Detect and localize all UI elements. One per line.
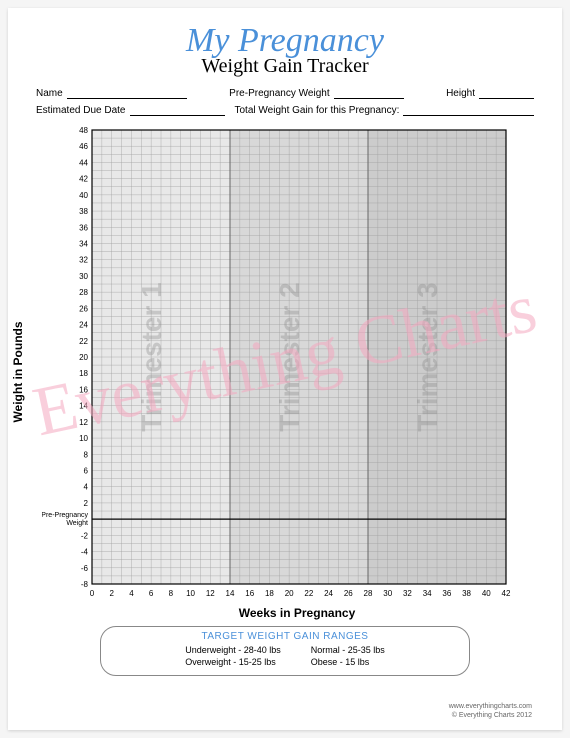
svg-text:Weight: Weight <box>66 520 88 527</box>
svg-text:10: 10 <box>186 589 195 598</box>
svg-text:14: 14 <box>226 589 235 598</box>
title-script: My Pregnancy <box>36 26 534 57</box>
height-input-line[interactable] <box>479 88 534 99</box>
svg-text:10: 10 <box>79 434 88 443</box>
svg-text:Pre-Pregnancy: Pre-Pregnancy <box>42 512 88 519</box>
svg-text:4: 4 <box>129 589 134 598</box>
svg-text:26: 26 <box>79 304 88 313</box>
svg-text:18: 18 <box>265 589 274 598</box>
svg-text:Trimester 2: Trimester 2 <box>274 282 305 431</box>
name-label: Name <box>36 88 63 99</box>
svg-text:32: 32 <box>79 255 88 264</box>
svg-text:16: 16 <box>79 385 88 394</box>
legend-overweight: Overweight - 15-25 lbs <box>185 656 281 669</box>
svg-text:-2: -2 <box>81 531 89 540</box>
svg-text:40: 40 <box>482 589 491 598</box>
svg-text:20: 20 <box>285 589 294 598</box>
svg-text:34: 34 <box>79 239 88 248</box>
svg-text:24: 24 <box>324 589 333 598</box>
svg-text:8: 8 <box>84 450 89 459</box>
svg-text:30: 30 <box>383 589 392 598</box>
svg-text:20: 20 <box>79 353 88 362</box>
svg-text:42: 42 <box>79 174 88 183</box>
footer: www.everythingcharts.com © Everything Ch… <box>449 703 532 720</box>
svg-text:2: 2 <box>109 589 114 598</box>
svg-text:Trimester 3: Trimester 3 <box>412 282 443 431</box>
svg-text:44: 44 <box>79 158 88 167</box>
svg-text:38: 38 <box>462 589 471 598</box>
svg-text:26: 26 <box>344 589 353 598</box>
svg-text:6: 6 <box>84 466 89 475</box>
svg-text:34: 34 <box>423 589 432 598</box>
svg-text:36: 36 <box>442 589 451 598</box>
svg-text:18: 18 <box>79 369 88 378</box>
name-input-line[interactable] <box>67 88 187 99</box>
legend-box: TARGET WEIGHT GAIN RANGES Underweight - … <box>100 626 470 676</box>
svg-text:-8: -8 <box>81 580 89 589</box>
svg-text:22: 22 <box>79 336 88 345</box>
svg-text:2: 2 <box>84 499 89 508</box>
svg-text:14: 14 <box>79 401 88 410</box>
prepreg-label: Pre-Pregnancy Weight <box>229 88 329 99</box>
x-axis-label: Weeks in Pregnancy <box>82 606 512 620</box>
footer-copyright: © Everything Charts 2012 <box>449 712 532 720</box>
prepreg-input-line[interactable] <box>334 88 404 99</box>
svg-text:30: 30 <box>79 272 88 281</box>
height-field: Height <box>446 88 534 99</box>
form-fields: Name Pre-Pregnancy Weight Height Estimat… <box>36 88 534 116</box>
due-label: Estimated Due Date <box>36 105 126 116</box>
svg-text:40: 40 <box>79 190 88 199</box>
total-gain-field: Total Weight Gain for this Pregnancy: <box>235 105 535 116</box>
height-label: Height <box>446 88 475 99</box>
svg-text:-6: -6 <box>81 563 89 572</box>
y-axis-label: Weight in Pounds <box>11 321 25 422</box>
prepreg-weight-field: Pre-Pregnancy Weight <box>229 88 403 99</box>
legend-underweight: Underweight - 28-40 lbs <box>185 644 281 657</box>
svg-text:16: 16 <box>245 589 254 598</box>
svg-text:28: 28 <box>364 589 373 598</box>
legend-normal: Normal - 25-35 lbs <box>311 644 385 657</box>
svg-text:28: 28 <box>79 288 88 297</box>
svg-text:38: 38 <box>79 207 88 216</box>
total-input-line[interactable] <box>403 105 534 116</box>
svg-text:46: 46 <box>79 142 88 151</box>
total-label: Total Weight Gain for this Pregnancy: <box>235 105 400 116</box>
footer-url: www.everythingcharts.com <box>449 703 532 711</box>
chart-container: Weight in Pounds -8-6-4-2246810121416182… <box>42 124 512 620</box>
svg-text:32: 32 <box>403 589 412 598</box>
name-field: Name <box>36 88 187 99</box>
svg-text:0: 0 <box>90 589 95 598</box>
legend-title: TARGET WEIGHT GAIN RANGES <box>111 631 459 642</box>
tracker-page: My Pregnancy Weight Gain Tracker Name Pr… <box>8 8 562 730</box>
svg-text:4: 4 <box>84 482 89 491</box>
svg-text:12: 12 <box>206 589 215 598</box>
svg-text:Trimester 1: Trimester 1 <box>136 282 167 431</box>
svg-text:24: 24 <box>79 320 88 329</box>
weight-chart: -8-6-4-224681012141618202224262830323436… <box>42 124 512 604</box>
svg-text:36: 36 <box>79 223 88 232</box>
title-subtitle: Weight Gain Tracker <box>36 55 534 78</box>
due-date-field: Estimated Due Date <box>36 105 225 116</box>
svg-text:48: 48 <box>79 126 88 135</box>
svg-text:8: 8 <box>169 589 174 598</box>
svg-text:42: 42 <box>502 589 511 598</box>
svg-text:12: 12 <box>79 417 88 426</box>
svg-text:22: 22 <box>304 589 313 598</box>
svg-text:-4: -4 <box>81 547 89 556</box>
legend-obese: Obese - 15 lbs <box>311 656 385 669</box>
due-input-line[interactable] <box>130 105 225 116</box>
svg-text:6: 6 <box>149 589 154 598</box>
